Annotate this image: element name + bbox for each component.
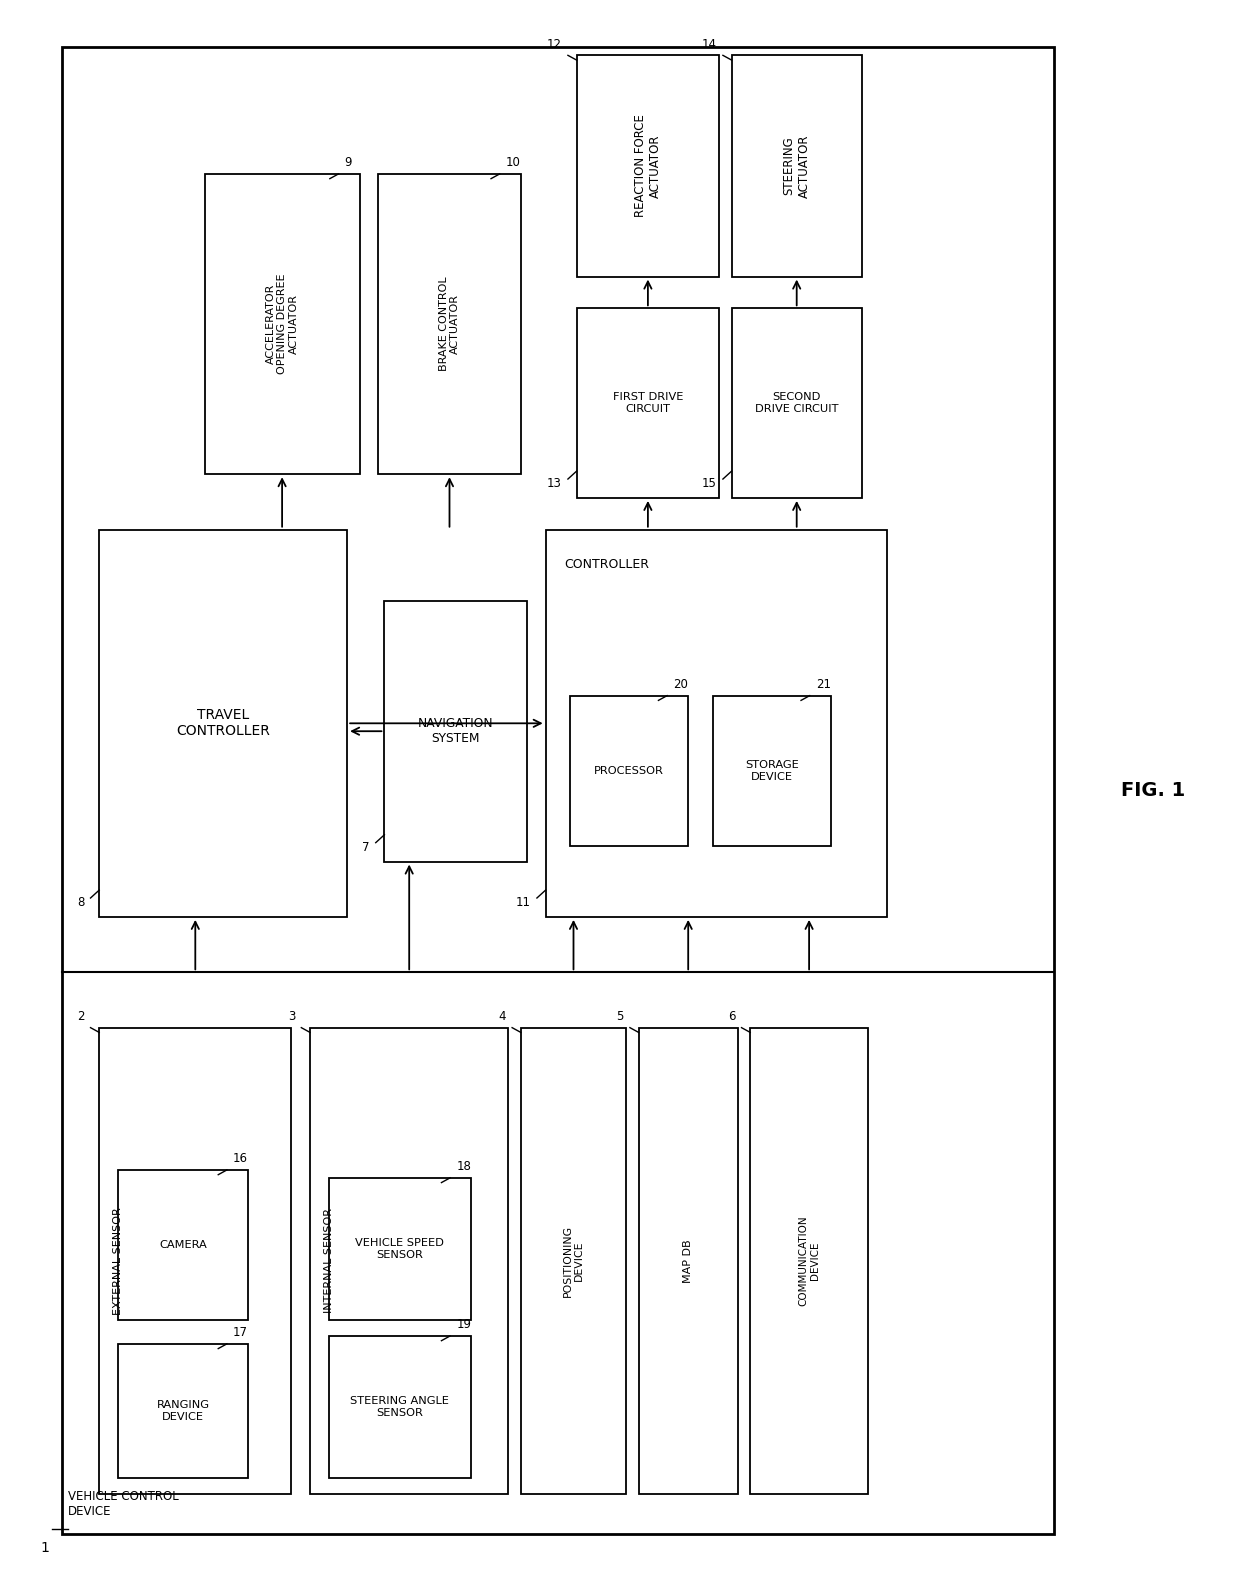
Bar [205,174,360,474]
Bar [570,696,688,846]
Text: 5: 5 [616,1010,624,1023]
Text: NAVIGATION
SYSTEM: NAVIGATION SYSTEM [418,718,494,745]
Text: SECOND
DRIVE CIRCUIT: SECOND DRIVE CIRCUIT [755,392,838,414]
Text: 7: 7 [362,841,370,854]
Text: CONTROLLER: CONTROLLER [564,558,650,571]
Text: EXTERNAL SENSOR: EXTERNAL SENSOR [113,1206,123,1315]
Bar [329,1336,471,1478]
Text: 10: 10 [506,157,521,169]
Text: 9: 9 [345,157,352,169]
Text: MAP DB: MAP DB [683,1240,693,1282]
Bar [713,696,831,846]
Text: 12: 12 [547,38,562,51]
Text: 4: 4 [498,1010,506,1023]
Bar [639,1028,738,1494]
Text: 19: 19 [456,1319,471,1331]
Text: TRAVEL
CONTROLLER: TRAVEL CONTROLLER [176,708,270,738]
Text: PROCESSOR: PROCESSOR [594,765,665,776]
Bar [118,1170,248,1320]
Text: POSITIONING
DEVICE: POSITIONING DEVICE [563,1225,584,1296]
Bar [378,174,521,474]
Text: STEERING ANGLE
SENSOR: STEERING ANGLE SENSOR [351,1396,449,1418]
Bar [384,601,527,862]
Text: 21: 21 [816,678,831,691]
Text: 20: 20 [673,678,688,691]
Text: FIG. 1: FIG. 1 [1121,781,1185,800]
Bar [310,1028,508,1494]
Bar [732,308,862,498]
Text: CAMERA: CAMERA [159,1240,207,1251]
Text: VEHICLE CONTROL
DEVICE: VEHICLE CONTROL DEVICE [68,1489,179,1518]
Text: 14: 14 [702,38,717,51]
Text: 8: 8 [77,896,84,909]
Bar [577,308,719,498]
Text: RANGING
DEVICE: RANGING DEVICE [156,1401,210,1421]
Text: 3: 3 [288,1010,295,1023]
Text: VEHICLE SPEED
SENSOR: VEHICLE SPEED SENSOR [356,1238,444,1260]
Text: 2: 2 [77,1010,84,1023]
Text: 13: 13 [547,477,562,490]
Text: STORAGE
DEVICE: STORAGE DEVICE [745,760,799,781]
Bar [329,1178,471,1320]
Text: STEERING
ACTUATOR: STEERING ACTUATOR [782,134,811,198]
Text: 1: 1 [41,1541,50,1556]
Bar [99,530,347,917]
Bar [521,1028,626,1494]
Text: COMMUNICATION
DEVICE: COMMUNICATION DEVICE [799,1216,820,1306]
Bar [62,47,1054,1534]
Text: 17: 17 [233,1326,248,1339]
Text: BRAKE CONTROL
ACTUATOR: BRAKE CONTROL ACTUATOR [439,277,460,372]
Bar [577,55,719,277]
Text: 18: 18 [456,1160,471,1173]
Text: INTERNAL SENSOR: INTERNAL SENSOR [324,1208,334,1314]
Text: ACCELERATOR
OPENING DEGREE
ACTUATOR: ACCELERATOR OPENING DEGREE ACTUATOR [265,274,299,375]
Text: REACTION FORCE
ACTUATOR: REACTION FORCE ACTUATOR [634,114,662,218]
Bar [99,1028,291,1494]
Bar [750,1028,868,1494]
Bar [546,530,887,917]
Bar [732,55,862,277]
Text: 15: 15 [702,477,717,490]
Text: 6: 6 [728,1010,735,1023]
Text: 16: 16 [233,1153,248,1165]
Text: 11: 11 [516,896,531,909]
Text: FIRST DRIVE
CIRCUIT: FIRST DRIVE CIRCUIT [613,392,683,414]
Bar [118,1344,248,1478]
